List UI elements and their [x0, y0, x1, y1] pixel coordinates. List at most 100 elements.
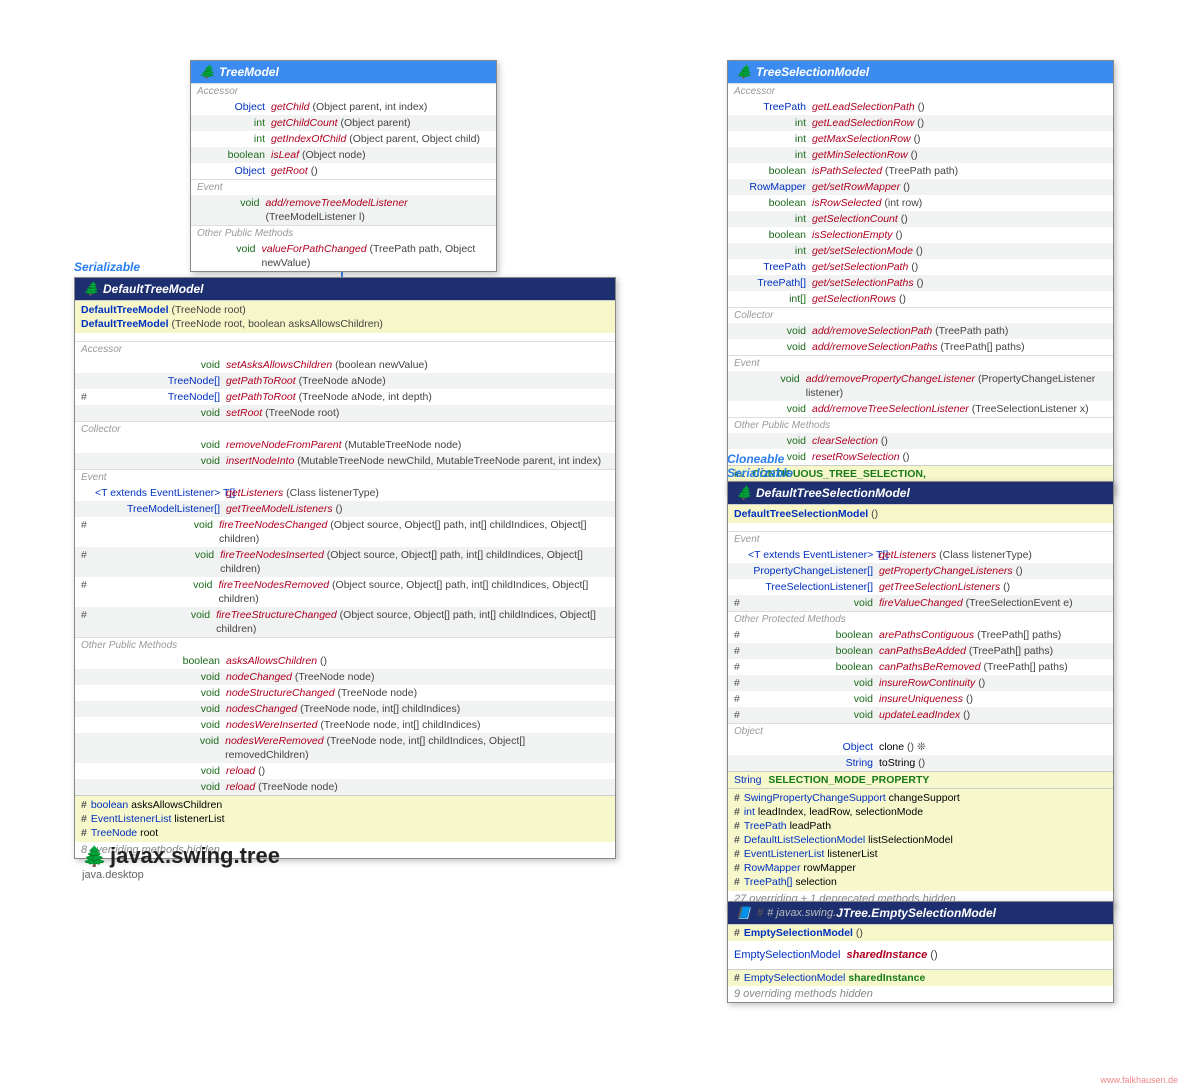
- section-label: Object: [728, 723, 1113, 739]
- section-label: Accessor: [191, 83, 496, 99]
- method-row: #voidupdateLeadIndex (): [728, 707, 1113, 723]
- method-row: voidreload (): [75, 763, 615, 779]
- section-label: Event: [728, 531, 1113, 547]
- dtsm-box: 🌲 DefaultTreeSelectionModel DefaultTreeS…: [727, 481, 1114, 908]
- esm-hidden: 9 overriding methods hidden: [728, 986, 1113, 1002]
- method-row: intget/setSelectionMode (): [728, 243, 1113, 259]
- method-row: voidadd/removeSelectionPath (TreePath pa…: [728, 323, 1113, 339]
- method-row: booleanisPathSelected (TreePath path): [728, 163, 1113, 179]
- default-treemodel-stereotype: Serializable: [74, 260, 140, 274]
- method-row: TreeSelectionListener[]getTreeSelectionL…: [728, 579, 1113, 595]
- dtsm-stereotype-2: Serializable: [727, 466, 793, 480]
- method-row: #TreeNode[]getPathToRoot (TreeNode aNode…: [75, 389, 615, 405]
- method-row: TreeModelListener[]getTreeModelListeners…: [75, 501, 615, 517]
- esm-prefix: ## javax.swing.: [757, 907, 836, 919]
- tree-icon: 🌲: [199, 65, 213, 79]
- treeselectionmodel-header: 🌲 TreeSelectionModel: [728, 61, 1113, 83]
- method-row: voidresetRowSelection (): [728, 449, 1113, 465]
- section-label: Other Protected Methods: [728, 611, 1113, 627]
- method-row: voidadd/removeTreeModelListener (TreeMod…: [191, 195, 496, 225]
- section-label: Accessor: [728, 83, 1113, 99]
- method-row: Objectclone () ❊: [728, 739, 1113, 755]
- watermark: www.falkhausen.de: [1100, 1075, 1178, 1085]
- section-label: Event: [728, 355, 1113, 371]
- method-row: voidsetAsksAllowsChildren (boolean newVa…: [75, 357, 615, 373]
- method-row: voidnodeChanged (TreeNode node): [75, 669, 615, 685]
- method-row: voidadd/removeSelectionPaths (TreePath[]…: [728, 339, 1113, 355]
- method-row: voidnodesWereRemoved (TreeNode node, int…: [75, 733, 615, 763]
- default-treemodel-header: 🌲 DefaultTreeModel: [75, 278, 615, 300]
- method-row: intgetChildCount (Object parent): [191, 115, 496, 131]
- field: #TreePath[] selection: [734, 875, 1107, 889]
- default-treemodel-box: 🌲 DefaultTreeModel DefaultTreeModel (Tre…: [74, 277, 616, 859]
- dtsm-header: 🌲 DefaultTreeSelectionModel: [728, 482, 1113, 504]
- method-row: PropertyChangeListener[]getPropertyChang…: [728, 563, 1113, 579]
- esm-header: 📘 ## javax.swing. JTree.EmptySelectionMo…: [728, 902, 1113, 924]
- field: #TreePath leadPath: [734, 819, 1107, 833]
- dtsm-static: String SELECTION_MODE_PROPERTY: [728, 771, 1113, 788]
- method-row: #voidfireTreeNodesInserted (Object sourc…: [75, 547, 615, 577]
- method-row: #voidinsureUniqueness (): [728, 691, 1113, 707]
- constructor: DefaultTreeModel (TreeNode root): [81, 303, 609, 317]
- method-row: #booleancanPathsBeRemoved (TreePath[] pa…: [728, 659, 1113, 675]
- method-row: intgetLeadSelectionRow (): [728, 115, 1113, 131]
- method-row: booleanisLeaf (Object node): [191, 147, 496, 163]
- section-label: Collector: [728, 307, 1113, 323]
- constructor: DefaultTreeModel (TreeNode root, boolean…: [81, 317, 609, 331]
- method-row: #booleanarePathsContiguous (TreePath[] p…: [728, 627, 1113, 643]
- treemodel-title: TreeModel: [219, 65, 279, 79]
- esm-ctor: #EmptySelectionModel (): [728, 924, 1113, 941]
- method-row: voidinsertNodeInto (MutableTreeNode newC…: [75, 453, 615, 469]
- method-row: StringtoString (): [728, 755, 1113, 771]
- treeselectionmodel-box: 🌲 TreeSelectionModel AccessorTreePathget…: [727, 60, 1114, 495]
- method-row: <T extends EventListener> T[]getListener…: [75, 485, 615, 501]
- default-treemodel-title: DefaultTreeModel: [103, 282, 203, 296]
- method-row: intgetSelectionCount (): [728, 211, 1113, 227]
- method-row: <T extends EventListener> T[]getListener…: [728, 547, 1113, 563]
- method-row: TreePath[]get/setSelectionPaths (): [728, 275, 1113, 291]
- field: #boolean asksAllowsChildren: [81, 798, 609, 812]
- method-row: booleanasksAllowsChildren (): [75, 653, 615, 669]
- field: #EventListenerList listenerList: [81, 812, 609, 826]
- field: #EventListenerList listenerList: [734, 847, 1107, 861]
- method-row: booleanisRowSelected (int row): [728, 195, 1113, 211]
- method-row: RowMapperget/setRowMapper (): [728, 179, 1113, 195]
- tree-icon: 🌲: [736, 486, 750, 500]
- method-row: voidremoveNodeFromParent (MutableTreeNod…: [75, 437, 615, 453]
- method-row: voidsetRoot (TreeNode root): [75, 405, 615, 421]
- tree-icon: 🌲: [736, 65, 750, 79]
- treemodel-box: 🌲 TreeModel AccessorObjectgetChild (Obje…: [190, 60, 497, 272]
- esm-field: #EmptySelectionModel sharedInstance: [728, 969, 1113, 986]
- dtsm-title: DefaultTreeSelectionModel: [756, 486, 910, 500]
- method-row: voidnodesWereInserted (TreeNode node, in…: [75, 717, 615, 733]
- method-row: voidclearSelection (): [728, 433, 1113, 449]
- section-label: Accessor: [75, 341, 615, 357]
- method-row: ObjectgetChild (Object parent, int index…: [191, 99, 496, 115]
- field: #TreeNode root: [81, 826, 609, 840]
- field: #int leadIndex, leadRow, selectionMode: [734, 805, 1107, 819]
- method-row: voidnodeStructureChanged (TreeNode node): [75, 685, 615, 701]
- method-row: TreeNode[]getPathToRoot (TreeNode aNode): [75, 373, 615, 389]
- class-icon: 📘: [736, 906, 751, 920]
- esm-static-method: EmptySelectionModel sharedInstance (): [728, 941, 1113, 969]
- section-label: Other Public Methods: [728, 417, 1113, 433]
- method-row: #voidfireTreeNodesRemoved (Object source…: [75, 577, 615, 607]
- method-row: booleanisSelectionEmpty (): [728, 227, 1113, 243]
- method-row: intgetMaxSelectionRow (): [728, 131, 1113, 147]
- section-label: Event: [191, 179, 496, 195]
- method-row: #voidfireValueChanged (TreeSelectionEven…: [728, 595, 1113, 611]
- method-row: voidadd/removeTreeSelectionListener (Tre…: [728, 401, 1113, 417]
- treemodel-header: 🌲 TreeModel: [191, 61, 496, 83]
- method-row: voidvalueForPathChanged (TreePath path, …: [191, 241, 496, 271]
- package-label: 🌲 javax.swing.tree java.desktop: [82, 843, 280, 881]
- method-row: intgetMinSelectionRow (): [728, 147, 1113, 163]
- esm-title: JTree.EmptySelectionModel: [836, 906, 996, 920]
- section-label: Event: [75, 469, 615, 485]
- field: #DefaultListSelectionModel listSelection…: [734, 833, 1107, 847]
- method-row: intgetIndexOfChild (Object parent, Objec…: [191, 131, 496, 147]
- method-row: #booleancanPathsBeAdded (TreePath[] path…: [728, 643, 1113, 659]
- method-row: TreePathgetLeadSelectionPath (): [728, 99, 1113, 115]
- section-label: Other Public Methods: [191, 225, 496, 241]
- section-label: Collector: [75, 421, 615, 437]
- method-row: #voidinsureRowContinuity (): [728, 675, 1113, 691]
